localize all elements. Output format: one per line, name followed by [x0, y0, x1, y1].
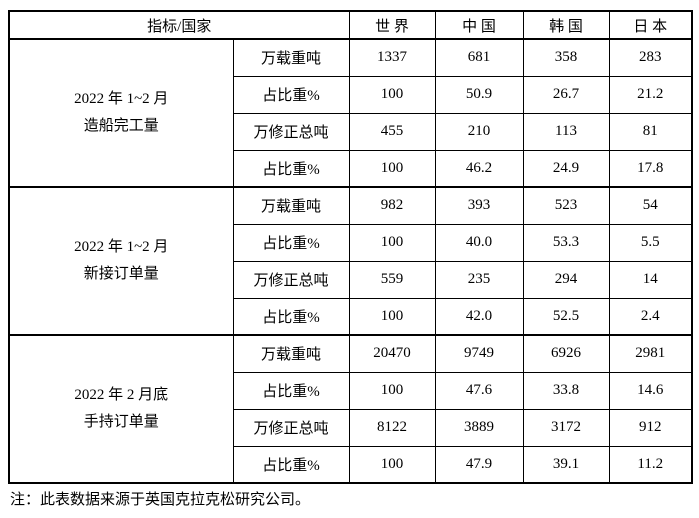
table-row: 占比重% 100 50.9 26.7 21.2	[9, 75, 693, 114]
metric-cell: 万载重吨	[232, 38, 350, 77]
metric-cell: 万修正总吨	[232, 112, 350, 151]
value-cell: 52.5	[522, 297, 610, 336]
footnote: 注：此表数据来源于英国克拉克松研究公司。	[10, 492, 311, 508]
table-row: 万修正总吨 559 235 294 14	[9, 260, 693, 299]
metric-cell: 万载重吨	[232, 334, 350, 373]
value-cell: 100	[348, 371, 436, 410]
metric-cell: 万载重吨	[232, 186, 350, 225]
value-cell: 81	[608, 112, 693, 151]
value-cell: 6926	[522, 334, 610, 373]
value-cell: 1337	[348, 38, 436, 77]
value-cell: 9749	[434, 334, 524, 373]
section-title-cell: 2022 年 2 月底 手持订单量	[8, 334, 234, 484]
value-cell: 40.0	[434, 223, 524, 262]
section-title-line1: 2022 年 1~2 月	[74, 91, 169, 107]
value-cell: 283	[608, 38, 693, 77]
value-cell: 39.1	[522, 445, 610, 484]
value-cell: 50.9	[434, 75, 524, 114]
value-cell: 100	[348, 149, 436, 188]
value-cell: 235	[434, 260, 524, 299]
value-cell: 358	[522, 38, 610, 77]
metric-cell: 占比重%	[232, 297, 350, 336]
value-cell: 47.9	[434, 445, 524, 484]
section-title-line1: 2022 年 2 月底	[74, 387, 169, 403]
value-cell: 53.3	[522, 223, 610, 262]
header-cell-world: 世 界	[348, 10, 436, 40]
shipbuilding-data-table: 指标/国家 世 界 中 国 韩 国 日 本 2022 年 1~2 月 造船完工量…	[8, 10, 694, 484]
table-row: 2022 年 1~2 月 造船完工量 万载重吨 1337 681 358 283	[8, 38, 693, 188]
value-cell: 2.4	[608, 297, 693, 336]
table-row: 占比重% 100 47.9 39.1 11.2	[9, 445, 693, 484]
value-cell: 294	[522, 260, 610, 299]
value-cell: 100	[348, 297, 436, 336]
metric-cell: 万修正总吨	[232, 408, 350, 447]
section-title-line2: 新接订单量	[83, 266, 159, 282]
value-cell: 210	[434, 112, 524, 151]
value-cell: 113	[522, 112, 610, 151]
section-title-cell: 2022 年 1~2 月 造船完工量	[8, 38, 234, 188]
header-cell-china: 中 国	[434, 10, 524, 40]
header-cell-korea: 韩 国	[522, 10, 610, 40]
value-cell: 455	[348, 112, 436, 151]
value-cell: 100	[348, 223, 436, 262]
value-cell: 523	[522, 186, 610, 225]
table-row: 占比重% 100 46.2 24.9 17.8	[9, 149, 693, 188]
section-title-line2: 造船完工量	[83, 118, 159, 134]
value-cell: 26.7	[522, 75, 610, 114]
value-cell: 393	[434, 186, 524, 225]
value-cell: 33.8	[522, 371, 610, 410]
header-cell-indicator-country: 指标/国家	[8, 10, 350, 40]
value-cell: 17.8	[608, 149, 693, 188]
value-cell: 100	[348, 445, 436, 484]
value-cell: 20470	[348, 334, 436, 373]
value-cell: 3172	[522, 408, 610, 447]
value-cell: 54	[608, 186, 693, 225]
value-cell: 681	[434, 38, 524, 77]
value-cell: 21.2	[608, 75, 693, 114]
metric-cell: 占比重%	[232, 75, 350, 114]
table-row: 2022 年 2 月底 手持订单量 万载重吨 20470 9749 6926 2…	[8, 334, 693, 484]
value-cell: 14	[608, 260, 693, 299]
value-cell: 47.6	[434, 371, 524, 410]
value-cell: 46.2	[434, 149, 524, 188]
metric-cell: 占比重%	[232, 371, 350, 410]
value-cell: 912	[608, 408, 693, 447]
header-cell-japan: 日 本	[608, 10, 693, 40]
value-cell: 559	[348, 260, 436, 299]
table-row: 2022 年 1~2 月 新接订单量 万载重吨 982 393 523 54	[8, 186, 693, 336]
value-cell: 5.5	[608, 223, 693, 262]
section-title-line1: 2022 年 1~2 月	[74, 239, 169, 255]
value-cell: 100	[348, 75, 436, 114]
section-title-line2: 手持订单量	[83, 414, 159, 430]
section-title-cell: 2022 年 1~2 月 新接订单量	[8, 186, 234, 336]
value-cell: 42.0	[434, 297, 524, 336]
table-row: 占比重% 100 42.0 52.5 2.4	[9, 297, 693, 336]
metric-cell: 万修正总吨	[232, 260, 350, 299]
table-row: 占比重% 100 40.0 53.3 5.5	[9, 223, 693, 262]
metric-cell: 占比重%	[232, 223, 350, 262]
header-row: 指标/国家 世 界 中 国 韩 国 日 本	[8, 10, 693, 40]
value-cell: 8122	[348, 408, 436, 447]
metric-cell: 占比重%	[232, 445, 350, 484]
value-cell: 24.9	[522, 149, 610, 188]
value-cell: 3889	[434, 408, 524, 447]
metric-cell: 占比重%	[232, 149, 350, 188]
value-cell: 982	[348, 186, 436, 225]
value-cell: 14.6	[608, 371, 693, 410]
table-row: 万修正总吨 455 210 113 81	[9, 112, 693, 151]
value-cell: 11.2	[608, 445, 693, 484]
value-cell: 2981	[608, 334, 693, 373]
